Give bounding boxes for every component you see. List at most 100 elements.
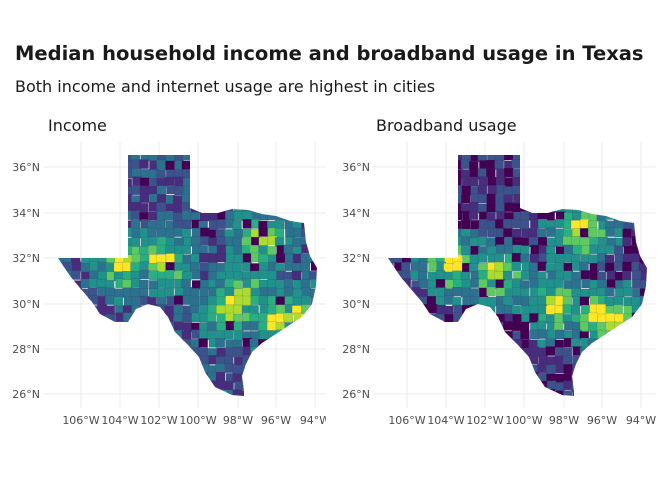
- county-cell: [318, 347, 326, 356]
- county-cell: [216, 296, 226, 306]
- county-cell: [581, 245, 591, 255]
- county-cell: [580, 176, 590, 187]
- county-cell: [579, 262, 589, 272]
- county-cell: [104, 295, 115, 305]
- county-cell: [589, 279, 599, 290]
- county-cell: [208, 194, 218, 205]
- county-cell: [436, 178, 447, 188]
- county-cell: [469, 229, 480, 239]
- county-cell: [649, 178, 656, 187]
- county-cell: [80, 330, 90, 341]
- county-cell: [164, 356, 175, 366]
- lat-tick-label: 28°N: [342, 343, 370, 356]
- county-cell: [277, 398, 286, 407]
- county-cell: [545, 155, 556, 163]
- county-cell: [512, 356, 522, 367]
- county-cell: [215, 194, 226, 204]
- county-cell: [427, 382, 438, 392]
- county-cell: [546, 330, 557, 340]
- county-cell: [309, 270, 317, 281]
- county-cell: [528, 169, 539, 179]
- county-cell: [318, 314, 326, 323]
- county-cell: [477, 270, 488, 280]
- county-cell: [80, 381, 91, 391]
- county-cell: [207, 168, 218, 179]
- county-cell: [598, 372, 608, 383]
- county-cell: [166, 399, 175, 408]
- county-cell: [504, 373, 514, 384]
- county-cell: [613, 296, 624, 306]
- county-cell: [89, 321, 99, 331]
- county-cell: [72, 236, 82, 247]
- county-cell: [519, 321, 530, 332]
- county-cell: [216, 313, 227, 323]
- county-cell: [554, 155, 564, 161]
- county-cell: [250, 363, 260, 374]
- county-cell: [418, 169, 429, 179]
- county-cell: [234, 295, 244, 306]
- county-cell: [537, 168, 547, 178]
- county-cell: [426, 372, 437, 383]
- county-cell: [319, 204, 326, 213]
- panel-title-income: Income: [48, 116, 107, 135]
- county-cell: [207, 295, 218, 306]
- county-cell: [58, 227, 66, 238]
- county-cell: [216, 322, 226, 332]
- county-cell: [614, 372, 624, 382]
- county-cell: [88, 390, 99, 396]
- county-cell: [199, 186, 209, 196]
- county-cell: [139, 381, 149, 391]
- county-cell: [451, 348, 462, 358]
- county-cell: [460, 287, 471, 298]
- county-cell: [242, 355, 252, 366]
- county-cell: [139, 261, 149, 271]
- county-cell: [400, 227, 411, 237]
- county-cell: [494, 356, 505, 366]
- county-cell: [555, 185, 565, 196]
- county-cell: [122, 178, 132, 188]
- county-cell: [613, 304, 623, 314]
- county-cell: [106, 210, 117, 220]
- county-cell: [300, 381, 311, 392]
- county-cell: [409, 270, 420, 281]
- county-cell: [623, 168, 634, 178]
- county-cell: [486, 193, 497, 204]
- county-cell: [208, 253, 218, 263]
- county-cell: [419, 313, 429, 324]
- county-cell: [72, 355, 82, 365]
- county-cell: [233, 330, 244, 340]
- county-cell: [58, 364, 64, 374]
- county-cell: [292, 159, 302, 170]
- county-cell: [242, 219, 252, 229]
- county-cell: [275, 347, 285, 358]
- county-cell: [487, 185, 497, 195]
- county-cell: [155, 219, 166, 230]
- county-cell: [199, 304, 209, 315]
- county-cell: [189, 297, 200, 307]
- county-cell: [198, 193, 209, 203]
- county-cell: [571, 279, 582, 290]
- county-cell: [487, 399, 496, 408]
- county-cell: [563, 176, 573, 186]
- county-cell: [401, 286, 411, 297]
- county-cell: [292, 203, 302, 213]
- county-cell: [156, 169, 166, 179]
- county-cell: [71, 373, 82, 383]
- county-cell: [393, 160, 404, 170]
- county-cell: [538, 155, 548, 162]
- county-cell: [445, 210, 455, 221]
- county-cell: [388, 339, 396, 349]
- county-cell: [486, 286, 496, 297]
- county-cell: [199, 262, 209, 272]
- county-cell: [293, 354, 303, 365]
- county-cell: [275, 304, 286, 314]
- county-cell: [537, 295, 548, 306]
- panel-title-broadband: Broadband usage: [376, 116, 517, 135]
- county-cell: [89, 194, 99, 205]
- county-cell: [393, 228, 403, 239]
- county-cell: [207, 177, 218, 188]
- county-cell: [190, 253, 200, 264]
- county-cell: [520, 185, 530, 196]
- county-cell: [165, 155, 175, 162]
- county-cell: [495, 381, 505, 391]
